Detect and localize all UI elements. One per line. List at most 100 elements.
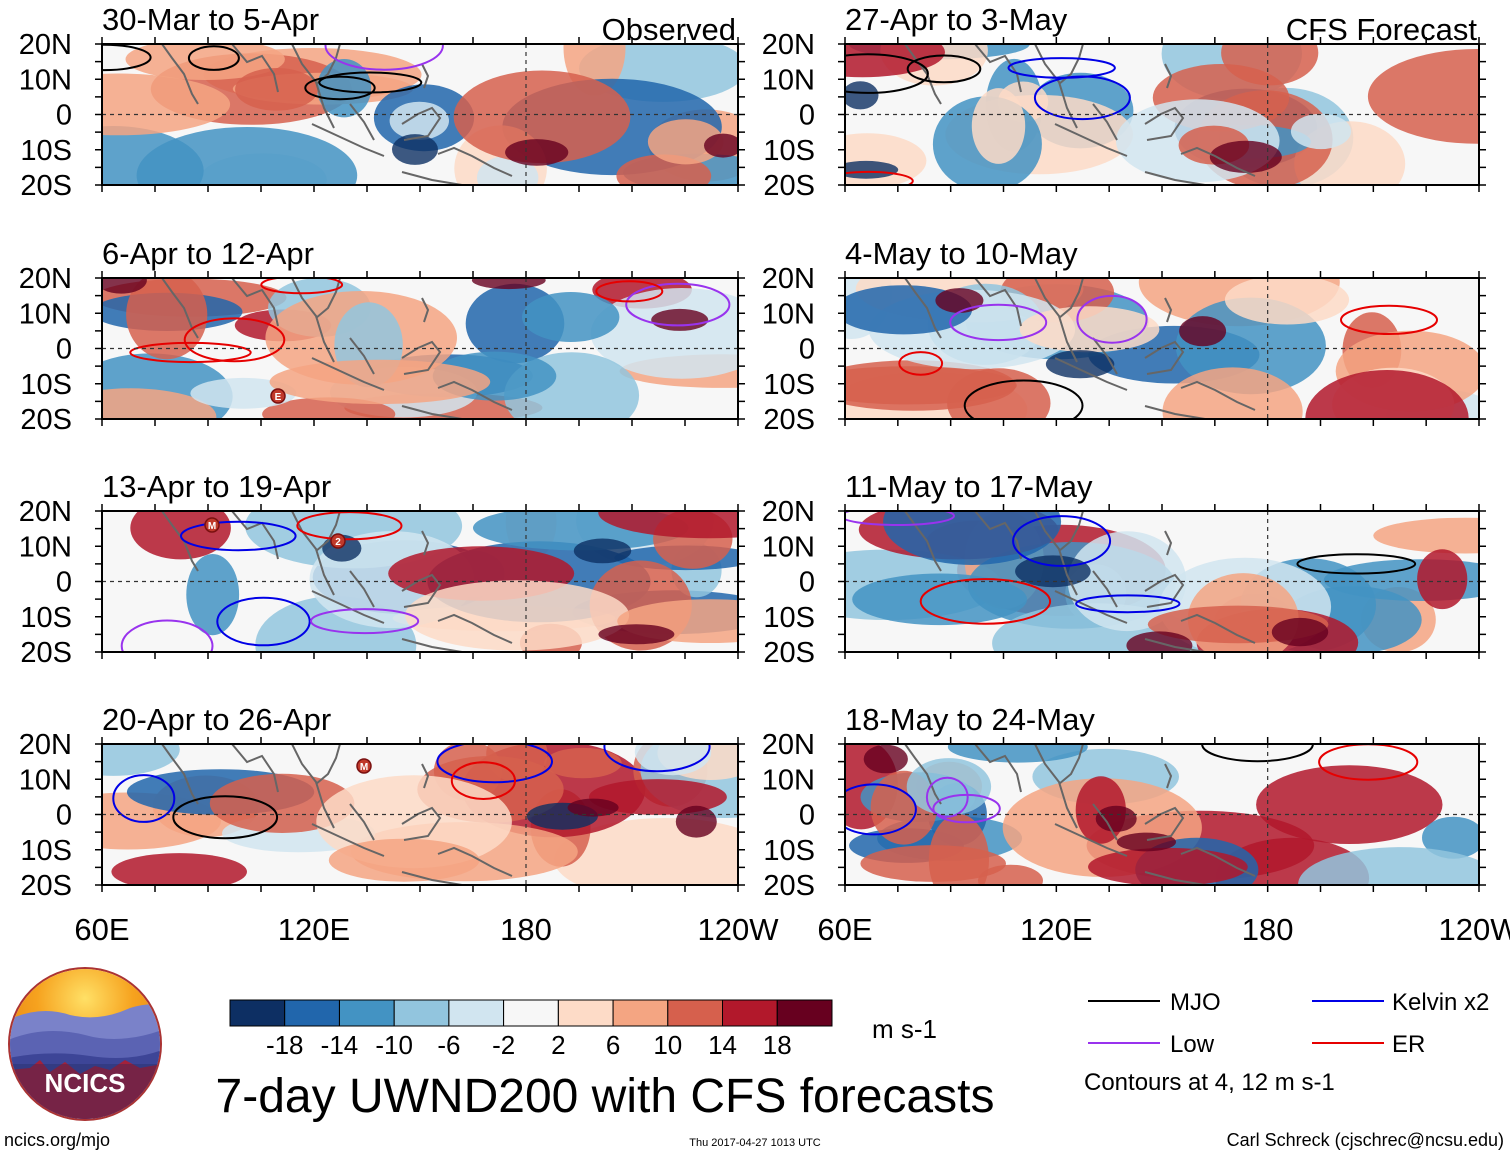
filter-contour [1033,75,1131,121]
legend-label-mjo: MJO [1170,989,1221,1016]
wind-anomaly-region [269,359,491,405]
latitude-label: 0 [56,100,72,132]
filter-contour [129,341,252,364]
latitude-label: 0 [56,567,72,599]
colorbar-tick-label: -6 [437,1030,460,1060]
coastline [349,570,375,608]
wind-anomaly-core [863,744,908,774]
wind-anomaly-region [1162,367,1303,419]
latitude-label: 10N [19,764,72,796]
latitude-label: 0 [56,800,72,832]
coastline [401,806,442,841]
colorbar-tick-label: -14 [321,1030,359,1060]
coastline [1054,590,1128,624]
coastline [315,278,341,319]
latitude-label: 20N [19,496,72,528]
colorbar-swatch [776,999,833,1027]
svg-text:M: M [360,762,368,773]
filter-contour [180,520,297,552]
longitude-label: 120W [698,912,780,947]
filter-contour [845,783,917,836]
coastline [1164,63,1173,89]
wind-anomaly-region [126,278,208,360]
coastline [974,744,1022,793]
colorbar-tick-label: -18 [266,1030,304,1060]
panel-period-title: 11-May to 17-May [845,469,1093,504]
colorbar-swatch [612,999,669,1027]
footer-credit: Carl Schreck (cjschrec@ncsu.edu) [1227,1130,1504,1150]
filter-contour [324,44,444,71]
wind-anomaly-core [573,538,632,564]
coastline [161,278,199,339]
panel-period-title: 18-May to 24-May [845,702,1095,737]
wind-anomaly-region [544,747,622,779]
latitude-label: 0 [799,567,815,599]
wind-anomaly-region [102,744,180,776]
coastline [1144,171,1206,185]
latitude-label: 20S [763,870,815,902]
wind-anomaly-region [647,119,724,165]
storm-marker: E [270,388,286,404]
longitude-label: 180 [1242,912,1294,947]
wind-anomaly-core [1209,140,1282,173]
coastline [1092,570,1118,608]
wind-anomaly-core [598,624,675,645]
latitude-label: 20N [19,263,72,295]
coastline [231,744,279,793]
colorbar-units: m s-1 [872,1014,937,1044]
coastline [1144,106,1185,141]
latitude-label: 20N [762,29,815,61]
wind-anomaly-region [190,377,297,409]
latitude-label: 10N [762,64,815,96]
latitude-label: 10N [762,298,815,330]
filter-contour [906,54,982,84]
coastline [349,337,375,375]
panel-period-title: 6-Apr to 12-Apr [102,236,314,271]
coastline [349,803,375,841]
wind-anomaly-region [845,133,927,185]
coastline [1058,744,1084,785]
colorbar-swatch [339,999,395,1027]
wind-anomaly-core [102,278,147,294]
coastline [161,44,199,105]
colorbar-swatch [557,999,614,1027]
wind-anomaly-core [1045,350,1115,379]
main-title: 7-day UWND200 with CFS forecasts [216,1070,995,1123]
wind-anomaly-core [1095,805,1137,832]
coastline [231,44,279,93]
coastline [904,744,942,805]
wind-anomaly-region [971,88,1026,164]
wind-anomaly-core [704,133,738,158]
wind-anomaly-region [125,44,285,80]
colorbar-swatch [503,999,559,1027]
coastline [1144,340,1185,375]
legend-note: Contours at 4, 12 m s-1 [1084,1069,1335,1096]
legend-label-er: ER [1392,1031,1425,1058]
wind-anomaly-core [505,139,569,166]
wind-anomaly-region [1417,549,1468,610]
wind-anomaly-region [906,758,992,816]
coastline [311,123,385,157]
svg-text:E: E [275,392,282,403]
filter-contour [183,317,286,363]
latitude-label: 20S [763,404,815,436]
logo-text: NCICS [45,1068,126,1098]
longitude-label: 120W [1439,912,1510,947]
colorbar-tick-label: 6 [606,1030,620,1060]
filter-contour [949,303,1048,342]
latitude-label: 10N [19,64,72,96]
coastline [904,511,942,572]
filter-contour [845,53,929,94]
coastline [311,357,385,391]
filter-contour [925,776,969,818]
latitude-label: 20S [20,870,72,902]
coastline [401,171,463,185]
wind-anomaly-core [675,805,717,838]
colorbar-tick-label: 10 [653,1030,682,1060]
filter-contour [845,511,955,526]
filter-contour [1075,594,1181,614]
